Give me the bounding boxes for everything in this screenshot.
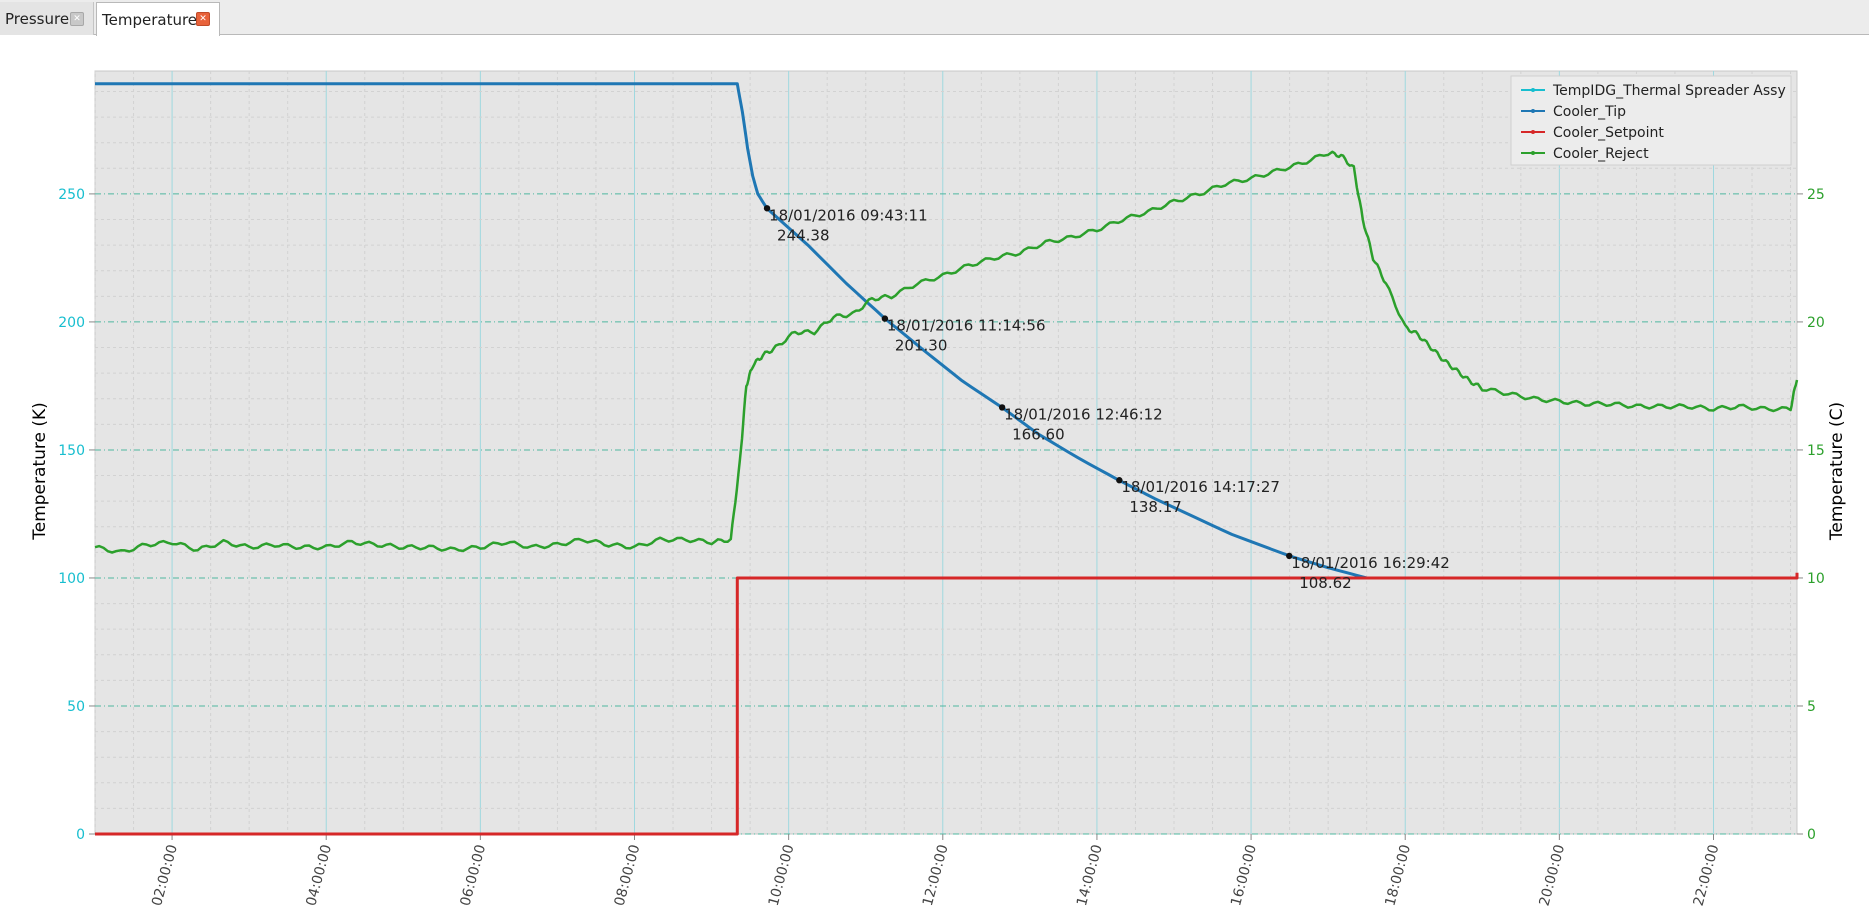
annotation-marker: [998, 404, 1006, 411]
annotation-timestamp: 18/01/2016 12:46:12: [1004, 405, 1163, 423]
tab-pressure[interactable]: Pressure ✕: [0, 2, 94, 35]
plot-area: [94, 70, 1798, 835]
legend-box: [1510, 75, 1792, 166]
grid: [94, 71, 1797, 835]
annotation-marker: [1286, 552, 1293, 560]
right-tick-label: 25: [1807, 187, 1825, 203]
close-icon[interactable]: ✕: [70, 12, 84, 26]
left-tick-label: 200: [58, 315, 85, 331]
x-tick-label: 04:00:00: [303, 843, 335, 908]
left-tick-label: 100: [58, 571, 85, 587]
temperature-chart[interactable]: 0 50 100 150 200 250 0 5 10 15 20 25 02:00:00 04:00:0…: [0, 36, 1869, 913]
tab-temperature-label: Temperature: [102, 10, 198, 29]
x-tick-label: 06:00:00: [457, 843, 489, 908]
legend-entry: Cooler_Setpoint: [1553, 125, 1664, 141]
annotation-value: 138.17: [1129, 498, 1182, 516]
annotation-marker: [881, 315, 889, 322]
right-tick-label: 0: [1807, 827, 1816, 843]
series-line-cooler-tip: [95, 82, 1368, 580]
left-tick-label: 250: [58, 187, 85, 203]
series-line-cooler-reject: [94, 150, 1799, 554]
x-tick-label: 20:00:00: [1536, 843, 1568, 908]
annotation-timestamp: 18/01/2016 11:14:56: [887, 317, 1046, 335]
x-tick-label: 12:00:00: [920, 843, 952, 908]
left-tick-label: 0: [76, 827, 85, 843]
annotation-timestamp: 18/01/2016 14:17:27: [1121, 478, 1280, 496]
tab-pressure-label: Pressure: [5, 9, 70, 28]
right-tick-label: 20: [1807, 315, 1825, 331]
left-tick-label: 50: [67, 699, 85, 715]
x-tick-label: 14:00:00: [1074, 843, 1106, 908]
legend-entry: TempIDG_Thermal Spreader Assy: [1552, 83, 1786, 99]
legend-swatch-marker: [1531, 151, 1535, 155]
series-layer: [94, 82, 1799, 836]
x-tick-label: 10:00:00: [766, 843, 798, 908]
annotations: 18/01/2016 09:43:11 244.38 18/01/2016 11:1…: [763, 205, 1450, 592]
annotation-timestamp: 18/01/2016 16:29:42: [1291, 554, 1450, 572]
x-tick-label: 02:00:00: [149, 843, 181, 908]
tab-bar: Pressure ✕ Temperature ✕: [0, 0, 1869, 36]
annotation-value: 244.38: [777, 226, 830, 244]
x-tick-label: 18:00:00: [1382, 843, 1414, 908]
right-tick-label: 15: [1807, 443, 1825, 459]
left-tick-label: 150: [58, 443, 85, 459]
annotation-marker: [1116, 477, 1123, 484]
legend[interactable]: TempIDG_Thermal Spreader Assy Cooler_Tip C…: [1510, 75, 1792, 166]
tab-temperature[interactable]: Temperature ✕: [96, 2, 220, 36]
series-line-cooler-setpoint: [95, 572, 1799, 836]
right-axis-label: Temperature (C): [1827, 402, 1847, 541]
x-tick-label: 22:00:00: [1691, 843, 1723, 908]
annotation-value: 201.30: [895, 337, 948, 355]
annotation-value: 108.62: [1299, 574, 1352, 592]
right-tick-label: 5: [1807, 699, 1816, 715]
legend-swatch-marker: [1531, 109, 1535, 113]
plot-background: [94, 70, 1798, 835]
close-icon[interactable]: ✕: [196, 12, 210, 26]
legend-entry: Cooler_Tip: [1553, 104, 1626, 120]
right-tick-label: 10: [1807, 571, 1825, 587]
legend-swatch-marker: [1531, 88, 1535, 92]
legend-entry: Cooler_Reject: [1553, 146, 1649, 162]
annotation-marker: [763, 205, 771, 212]
x-tick-label: 16:00:00: [1228, 843, 1260, 908]
x-tick-label: 08:00:00: [612, 843, 644, 908]
annotation-value: 166.60: [1012, 425, 1065, 443]
legend-swatch-marker: [1531, 130, 1535, 134]
annotation-timestamp: 18/01/2016 09:43:11: [769, 206, 928, 224]
left-axis-label: Temperature (K): [30, 402, 50, 541]
